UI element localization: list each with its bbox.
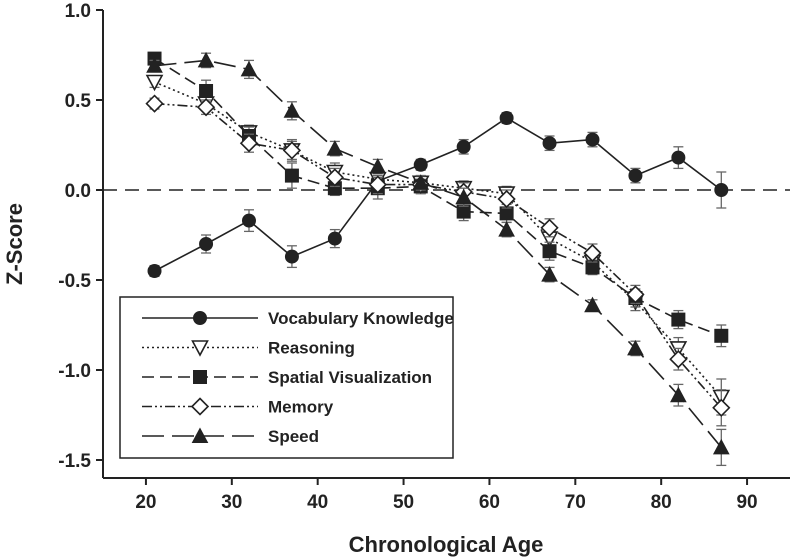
data-point-square bbox=[499, 206, 514, 221]
data-point-diamond bbox=[540, 218, 559, 237]
data-point-square bbox=[284, 168, 299, 183]
legend-box bbox=[119, 296, 454, 459]
y-tick-label: -1.5 bbox=[58, 451, 91, 472]
y-tick-label: 1.0 bbox=[65, 1, 91, 22]
data-point-diamond bbox=[626, 285, 645, 304]
data-point-triangle bbox=[283, 102, 301, 118]
x-tick-label: 50 bbox=[393, 492, 414, 513]
data-point-diamond bbox=[325, 168, 344, 187]
data-point-triangle-down bbox=[191, 340, 209, 357]
data-point-circle bbox=[456, 139, 471, 154]
data-point-triangle bbox=[498, 221, 515, 237]
legend-item-memory: Memory bbox=[142, 397, 334, 417]
data-point-circle bbox=[542, 136, 557, 151]
data-point-triangle bbox=[197, 51, 215, 68]
legend-item-speed: Speed bbox=[142, 427, 319, 446]
y-axis-ticks: 1.0 0.5 0.0 -0.5 -1.0 -1.5 bbox=[58, 1, 103, 472]
data-point-circle bbox=[199, 237, 214, 251]
data-point-square bbox=[199, 84, 214, 98]
data-point-triangle bbox=[627, 339, 644, 356]
plot-area: 1.0 0.5 0.0 -0.5 -1.0 -1.5 20 30 40 50 60 70 80 90 bbox=[58, 1, 790, 513]
legend-item-reasoning: Reasoning bbox=[142, 339, 355, 358]
data-point-triangle bbox=[146, 57, 163, 73]
data-point-square bbox=[714, 328, 729, 343]
data-point-square bbox=[542, 244, 557, 259]
data-point-circle bbox=[327, 231, 342, 246]
data-point-circle bbox=[671, 150, 686, 165]
legend-item-spatial-visualization: Spatial Visualization bbox=[142, 368, 432, 387]
x-tick-label: 80 bbox=[651, 492, 672, 513]
y-tick-label: 0.5 bbox=[65, 91, 92, 112]
data-point-circle bbox=[147, 264, 162, 278]
data-point-diamond bbox=[190, 397, 210, 416]
x-tick-label: 20 bbox=[135, 492, 156, 513]
y-tick-label: -1.0 bbox=[58, 361, 91, 382]
x-tick-label: 60 bbox=[479, 492, 500, 513]
data-point-diamond bbox=[282, 141, 302, 160]
data-point-triangle bbox=[584, 296, 601, 313]
data-point-triangle bbox=[191, 427, 209, 443]
data-point-circle bbox=[193, 311, 207, 325]
legend-label: Reasoning bbox=[268, 339, 355, 358]
data-point-circle bbox=[628, 168, 643, 183]
data-point-triangle bbox=[240, 60, 258, 77]
data-point-circle bbox=[714, 183, 729, 197]
data-point-diamond bbox=[239, 134, 259, 153]
data-point-triangle bbox=[412, 174, 430, 190]
x-tick-label: 40 bbox=[307, 492, 328, 513]
data-point-circle bbox=[499, 111, 514, 125]
data-point-circle bbox=[284, 249, 299, 264]
data-point-triangle-down bbox=[145, 74, 164, 92]
data-point-square bbox=[585, 260, 600, 275]
data-point-circle bbox=[585, 132, 600, 147]
legend-item-vocabulary-knowledge: Vocabulary Knowledge bbox=[142, 309, 454, 328]
x-tick-label: 90 bbox=[736, 492, 757, 513]
data-point-diamond bbox=[712, 398, 731, 417]
data-point-diamond bbox=[368, 175, 387, 194]
data-point-diamond bbox=[583, 243, 602, 263]
data-point-circle bbox=[241, 213, 256, 228]
series-speed bbox=[146, 51, 730, 467]
series-vocabulary-knowledge bbox=[147, 111, 729, 278]
y-axis-title: Z-Score bbox=[2, 203, 27, 285]
data-point-diamond bbox=[196, 98, 216, 117]
data-point-circle bbox=[413, 157, 428, 172]
x-axis-ticks: 20 30 40 50 60 70 80 90 bbox=[135, 478, 758, 513]
data-point-triangle bbox=[326, 140, 344, 156]
x-tick-label: 70 bbox=[565, 492, 586, 513]
data-point-triangle bbox=[712, 438, 730, 455]
series-layer bbox=[145, 51, 731, 467]
data-point-triangle bbox=[670, 386, 687, 403]
data-point-triangle bbox=[541, 266, 558, 282]
data-point-triangle bbox=[455, 188, 473, 205]
legend-label: Speed bbox=[268, 427, 319, 446]
data-point-square bbox=[193, 370, 207, 384]
data-point-triangle bbox=[369, 158, 387, 174]
data-point-diamond bbox=[669, 350, 688, 369]
data-point-diamond bbox=[497, 189, 516, 209]
legend-label: Vocabulary Knowledge bbox=[268, 309, 454, 328]
data-point-diamond bbox=[145, 94, 164, 113]
x-axis-title: Chronological Age bbox=[349, 532, 544, 557]
y-tick-label: -0.5 bbox=[58, 271, 91, 292]
legend: Vocabulary Knowledge Reasoning Spatial Vis… bbox=[119, 296, 454, 459]
y-tick-label: 0.0 bbox=[65, 181, 91, 202]
series-line bbox=[154, 117, 722, 272]
legend-label: Spatial Visualization bbox=[268, 368, 432, 387]
data-point-square bbox=[671, 312, 686, 327]
data-point-square bbox=[456, 204, 471, 219]
x-tick-label: 30 bbox=[221, 492, 242, 513]
legend-label: Memory bbox=[268, 398, 334, 417]
